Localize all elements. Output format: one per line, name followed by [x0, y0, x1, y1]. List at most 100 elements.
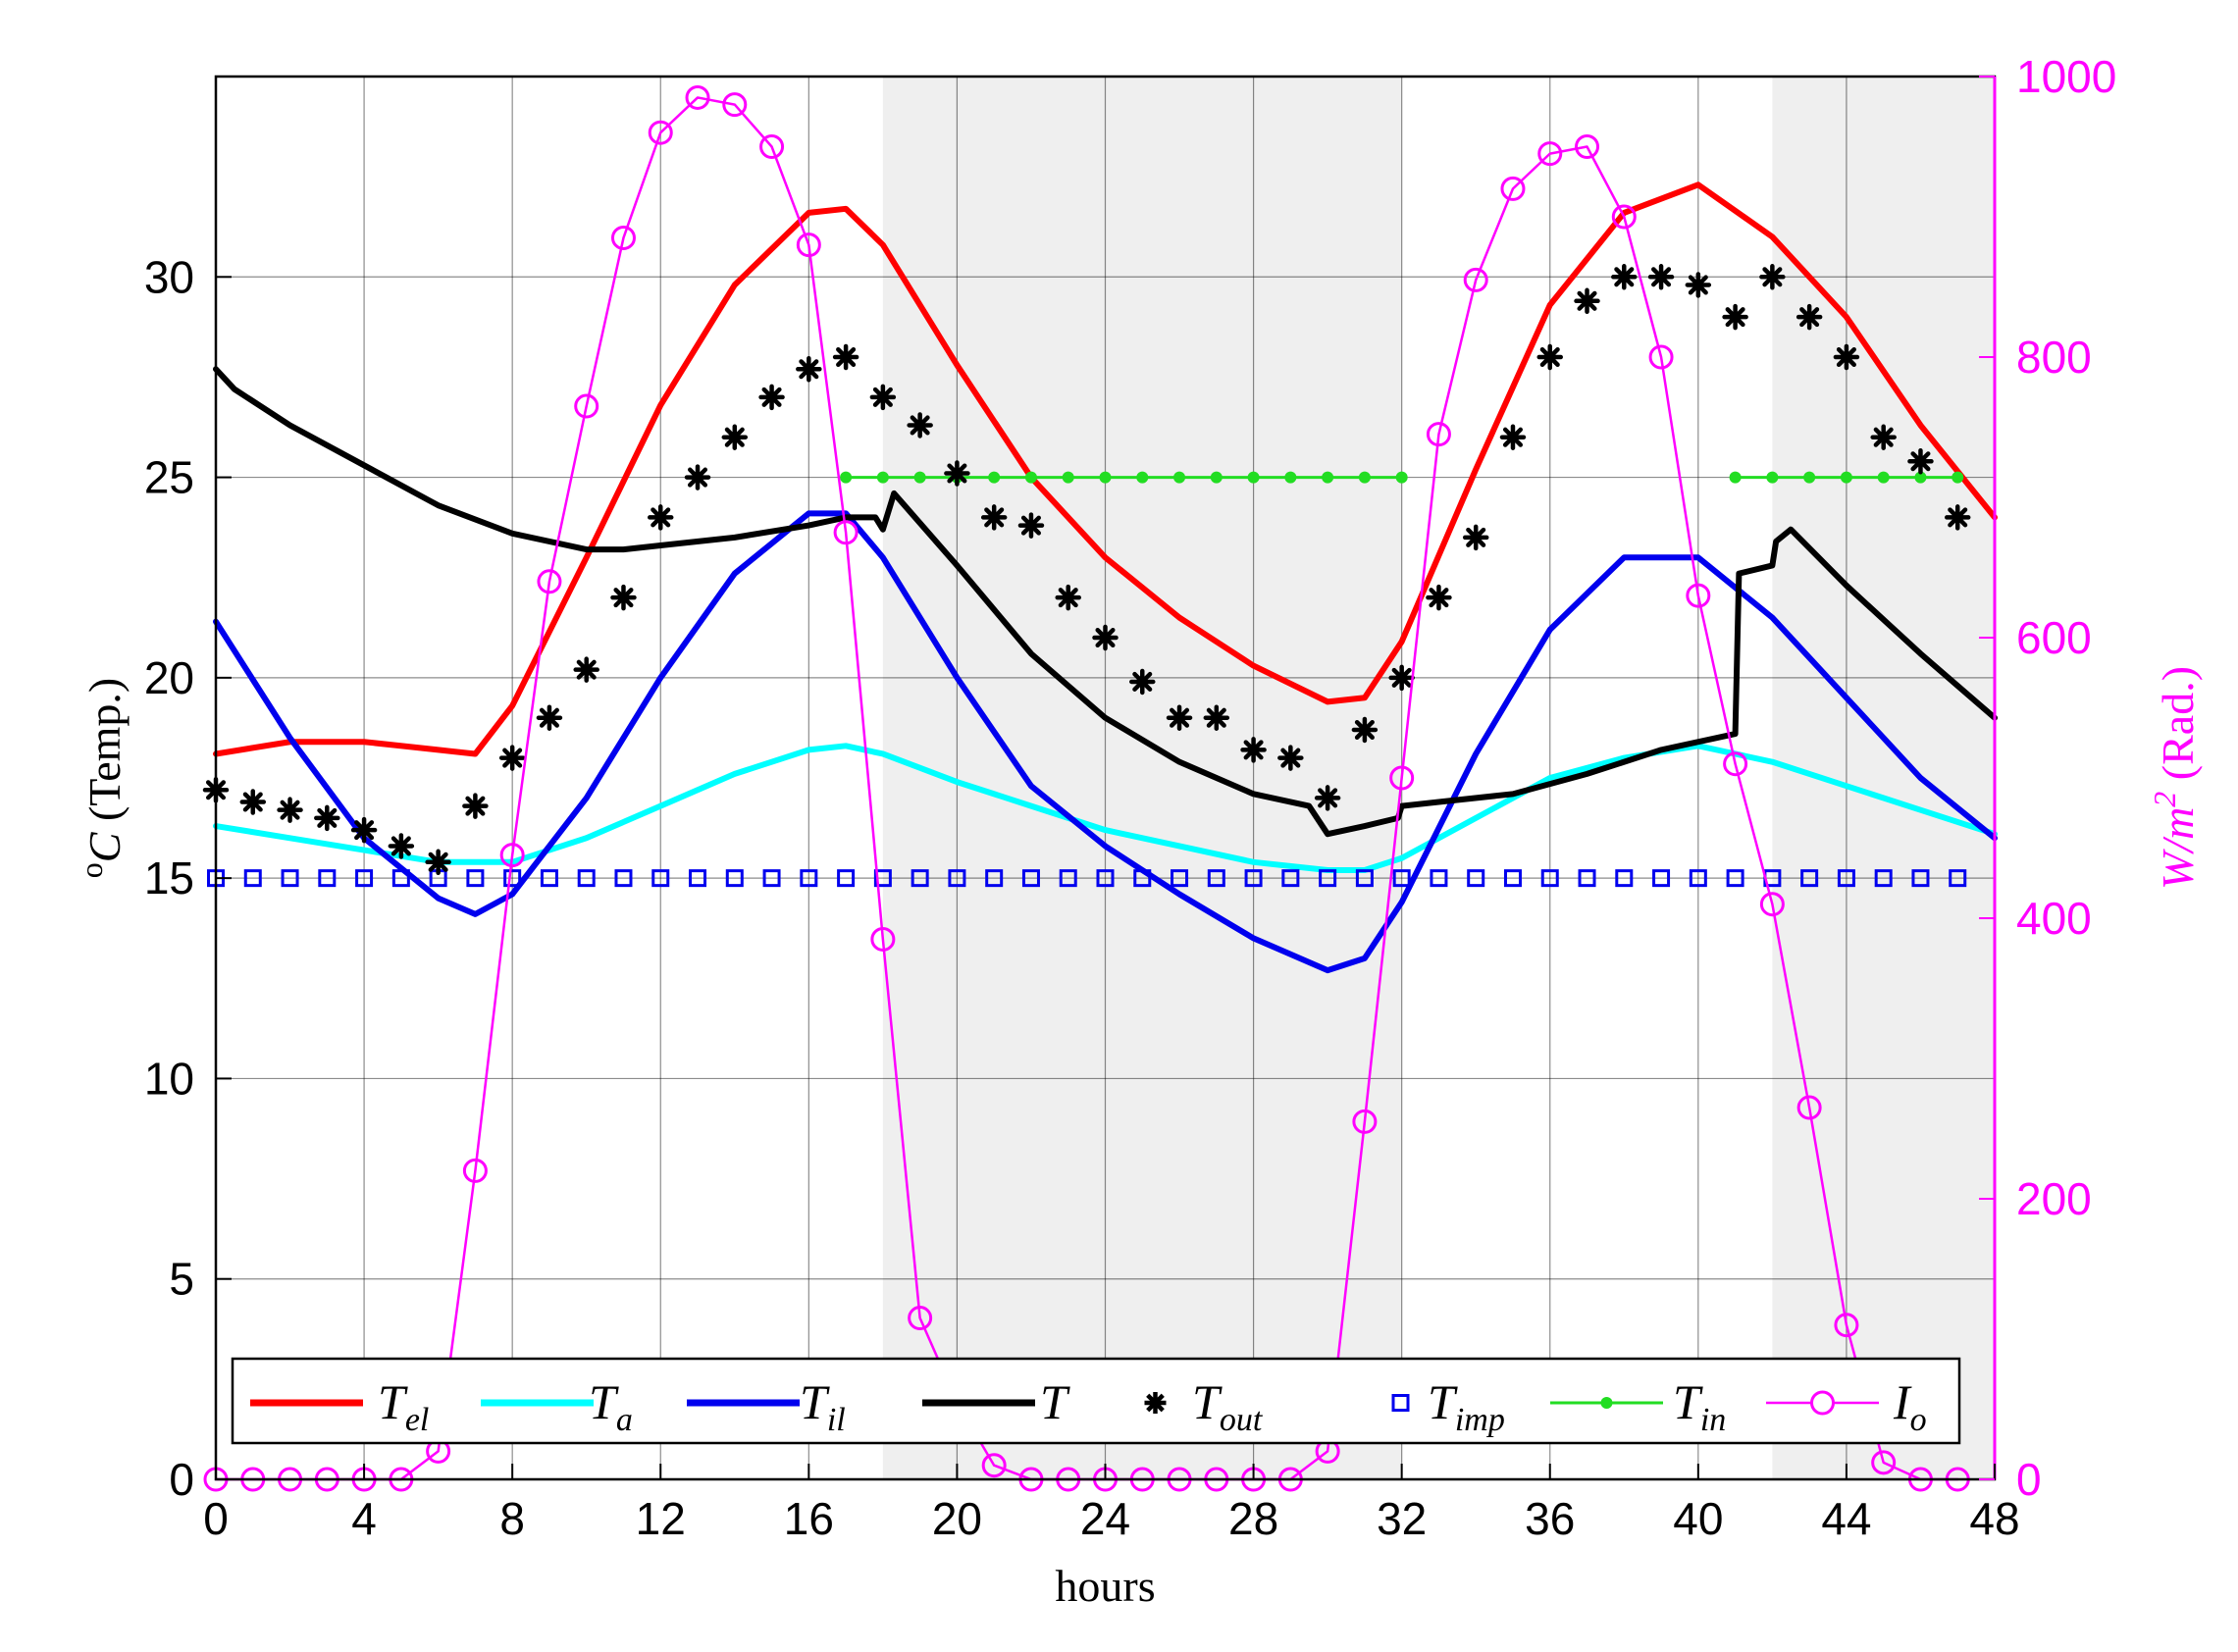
data-point-square [1281, 869, 1300, 888]
data-point-star [277, 797, 303, 823]
series-T-el [213, 181, 1998, 757]
legend-label-base: T [378, 1374, 408, 1429]
data-point-dot [913, 471, 926, 484]
data-point-dot [1914, 471, 1927, 484]
data-point-star [1907, 447, 1934, 475]
data-point-square [1540, 869, 1559, 888]
data-point-circle [499, 843, 525, 868]
legend-label-base: T [1040, 1374, 1070, 1429]
data-point-circle [1426, 422, 1451, 447]
data-point-circle [1648, 344, 1674, 370]
data-point-star [1870, 424, 1897, 450]
right-y-label-superscript: 2 [2147, 792, 2182, 807]
data-point-square [1800, 869, 1819, 888]
data-point-square [1652, 869, 1671, 888]
left-y-tick-label: 5 [169, 1254, 194, 1305]
data-point-dot [1210, 471, 1223, 484]
data-point-square [1467, 869, 1485, 888]
data-point-star [573, 656, 599, 683]
data-point-circle [870, 926, 896, 952]
data-point-circle [685, 84, 710, 110]
legend-label-subscript: el [405, 1402, 430, 1438]
legend-label-base: I [1893, 1374, 1912, 1429]
data-point-star [1092, 624, 1119, 651]
x-tick-label: 12 [636, 1493, 686, 1544]
data-point-circle [1796, 1095, 1822, 1120]
x-tick-label: 4 [351, 1493, 377, 1544]
data-point-circle [833, 520, 859, 545]
data-point-star [1388, 664, 1415, 692]
data-point-square [391, 869, 410, 888]
x-tick-label: 32 [1377, 1493, 1427, 1544]
data-point-star [239, 789, 267, 815]
legend-dot-swatch [1600, 1397, 1613, 1409]
data-point-star [1314, 785, 1341, 811]
data-point-circle [1611, 204, 1637, 230]
data-point-circle [796, 232, 821, 258]
series-line [213, 181, 1998, 757]
data-point-square [281, 869, 299, 888]
data-point-square [466, 869, 485, 888]
data-point-circle [1686, 583, 1711, 608]
data-point-dot [1877, 471, 1890, 484]
data-point-square [911, 869, 929, 888]
legend-label-subscript: a [616, 1402, 633, 1438]
data-point-square [762, 869, 781, 888]
data-point-square [1059, 869, 1077, 888]
shaded-interval-1 [1772, 77, 1995, 1479]
data-point-square [800, 869, 818, 888]
legend-label: Timp [1428, 1374, 1505, 1438]
legend-label: Tel [378, 1374, 429, 1438]
data-point-star [425, 849, 451, 876]
shaded-interval-0 [882, 77, 1402, 1479]
data-point-square [985, 869, 1004, 888]
legend-label: Io [1893, 1374, 1927, 1438]
data-point-circle [1352, 1109, 1378, 1134]
series-T [213, 366, 1998, 838]
shaded-intervals [882, 77, 1995, 1479]
data-point-dot [1952, 471, 1964, 484]
data-point-star [1055, 584, 1081, 611]
data-point-star [610, 584, 637, 611]
data-point-dot [1136, 471, 1149, 484]
data-point-dot [1395, 471, 1408, 484]
data-point-star [1647, 264, 1675, 290]
data-point-dot [1247, 471, 1260, 484]
data-point-star [907, 412, 933, 439]
x-tick-label: 36 [1525, 1493, 1575, 1544]
data-point-star [758, 384, 785, 411]
data-point-star [314, 804, 340, 832]
data-point-circle [1834, 1313, 1859, 1338]
left-y-label-superscript: o [74, 862, 109, 878]
legend-label-subscript: out [1220, 1402, 1264, 1438]
data-point-star [1499, 424, 1527, 450]
legend-entry-T-el: Tel [250, 1374, 429, 1438]
series-line [213, 510, 1998, 974]
data-point-circle [1389, 765, 1415, 791]
data-point-square [1207, 869, 1225, 888]
x-tick-label: 8 [499, 1493, 525, 1544]
data-point-circle [574, 393, 599, 419]
data-point-square [1319, 869, 1337, 888]
data-point-square [1430, 869, 1448, 888]
data-point-square [1355, 869, 1374, 888]
legend-label-base: T [800, 1374, 830, 1429]
data-point-dot [1358, 471, 1371, 484]
data-point-square [1689, 869, 1707, 888]
data-point-square [837, 869, 856, 888]
right-y-label-unit: W/m [2153, 807, 2203, 890]
left-y-label-unit: C [79, 831, 130, 862]
data-point-star [832, 343, 859, 371]
legend-label: Tin [1673, 1374, 1726, 1438]
data-point-square [689, 869, 707, 888]
data-point-dot [1766, 471, 1779, 484]
data-point-square [948, 869, 966, 888]
data-point-star [1203, 704, 1230, 731]
data-point-star [1129, 668, 1156, 696]
data-point-star [1017, 512, 1045, 539]
data-point-square [1578, 869, 1596, 888]
legend-entry-T-il: Til [687, 1374, 846, 1438]
data-point-circle [908, 1306, 933, 1331]
data-point-square [1244, 869, 1263, 888]
data-point-star [462, 793, 489, 819]
